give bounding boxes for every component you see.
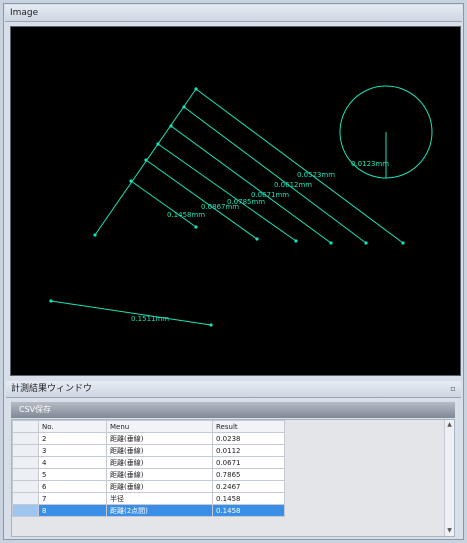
- cell-result: 0.1458: [212, 492, 285, 505]
- cell-no: 5: [38, 468, 107, 481]
- column-header-menu[interactable]: Menu: [106, 420, 213, 433]
- table-row[interactable]: 2 距離(垂線) 0.0238: [12, 432, 285, 445]
- results-pane-title: 計測結果ウィンドウ: [6, 381, 461, 398]
- row-header[interactable]: [12, 480, 39, 493]
- measure-label: 0.0671mm: [251, 191, 289, 199]
- vertical-scrollbar[interactable]: ▲ ▼: [444, 420, 454, 536]
- cell-result: 0.0671: [212, 456, 285, 469]
- distance-line-2: [183, 106, 367, 244]
- distance-line-3: [170, 125, 332, 244]
- csv-save-tab[interactable]: CSV保存: [11, 402, 455, 418]
- results-pane: 計測結果ウィンドウ ▫ CSV保存 No. Menu Result 2: [5, 381, 462, 539]
- distance-line-6: [130, 180, 197, 228]
- measure-label: 0.1511mm: [131, 315, 169, 323]
- cell-menu: 距離(垂線): [106, 444, 213, 457]
- cell-no: 3: [38, 444, 107, 457]
- cell-no: 8: [38, 504, 107, 517]
- image-canvas[interactable]: 0.0523mm 0.0612mm 0.0671mm 0.0785mm 0.08…: [10, 26, 461, 376]
- column-header-no[interactable]: No.: [38, 420, 107, 433]
- row-header[interactable]: [12, 468, 39, 481]
- row-header[interactable]: [12, 432, 39, 445]
- scroll-down-icon[interactable]: ▼: [447, 527, 452, 534]
- cell-menu: 距離(垂線): [106, 480, 213, 493]
- pin-icon[interactable]: ▫: [450, 384, 456, 393]
- measurement-overlay: 0.0523mm 0.0612mm 0.0671mm 0.0785mm 0.08…: [49, 85, 433, 327]
- distance-line-5: [145, 159, 258, 240]
- measure-label: 0.0523mm: [297, 171, 335, 179]
- two-point-line: [50, 300, 212, 326]
- measure-label: 0.0123mm: [351, 160, 389, 168]
- distance-line-1: [195, 88, 404, 244]
- measure-label: 0.0785mm: [227, 198, 265, 206]
- measure-label: 0.0867mm: [201, 203, 239, 211]
- cell-menu: 距離(垂線): [106, 468, 213, 481]
- app-window: Image: [3, 3, 464, 540]
- cell-no: 4: [38, 456, 107, 469]
- table-row-selected[interactable]: 8 距離(2点間) 0.1458: [12, 504, 285, 517]
- cell-menu: 距離(垂線): [106, 456, 213, 469]
- cell-result: 0.7865: [212, 468, 285, 481]
- distance-line-4: [157, 143, 297, 242]
- table-header-row: No. Menu Result: [12, 420, 285, 433]
- cell-menu: 距離(垂線): [106, 432, 213, 445]
- scroll-up-icon[interactable]: ▲: [447, 421, 452, 428]
- cell-result: 0.0238: [212, 432, 285, 445]
- measure-label: 0.0612mm: [274, 181, 312, 189]
- cell-no: 6: [38, 480, 107, 493]
- results-table: No. Menu Result 2 距離(垂線) 0.0238 3: [12, 420, 285, 517]
- image-pane-title: Image: [5, 5, 462, 22]
- table-row[interactable]: 7 半径 0.1458: [12, 492, 285, 505]
- row-header[interactable]: [12, 456, 39, 469]
- results-grid: No. Menu Result 2 距離(垂線) 0.0238 3: [11, 419, 455, 537]
- table-row[interactable]: 5 距離(垂線) 0.7865: [12, 468, 285, 481]
- row-header-corner: [12, 420, 39, 433]
- edge-line: [94, 88, 197, 236]
- measure-label: 0.1458mm: [167, 211, 205, 219]
- table-row[interactable]: 4 距離(垂線) 0.0671: [12, 456, 285, 469]
- cell-menu: 半径: [106, 492, 213, 505]
- table-row[interactable]: 3 距離(垂線) 0.0112: [12, 444, 285, 457]
- cell-no: 2: [38, 432, 107, 445]
- row-header[interactable]: [12, 492, 39, 505]
- row-header[interactable]: [12, 444, 39, 457]
- cell-no: 7: [38, 492, 107, 505]
- cell-result: 0.1458: [212, 504, 285, 517]
- column-header-result[interactable]: Result: [212, 420, 285, 433]
- row-header[interactable]: [12, 504, 39, 517]
- cell-result: 0.2467: [212, 480, 285, 493]
- cell-menu: 距離(2点間): [106, 504, 213, 517]
- cell-result: 0.0112: [212, 444, 285, 457]
- table-row[interactable]: 6 距離(垂線) 0.2467: [12, 480, 285, 493]
